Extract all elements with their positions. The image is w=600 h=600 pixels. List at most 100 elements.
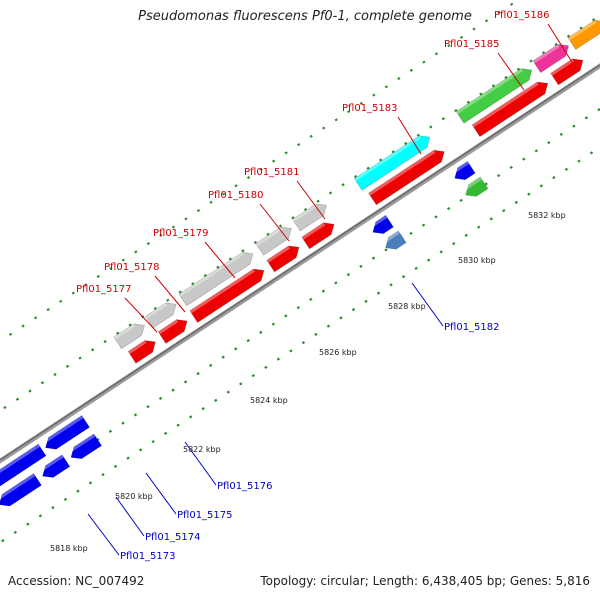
track-dot: [479, 92, 483, 96]
track-dot: [108, 429, 113, 433]
track-dot: [359, 264, 363, 268]
gene-highlight: [472, 82, 539, 128]
track-dot: [71, 291, 75, 295]
track-dot: [133, 413, 138, 417]
leader-line: [124, 297, 158, 333]
gene-label-reverse: Pfl01_5174: [145, 532, 201, 543]
track-dot: [15, 397, 20, 401]
track-dot: [209, 200, 213, 204]
track-dot: [259, 167, 263, 171]
track-dot: [259, 330, 263, 334]
track-dot: [309, 134, 313, 138]
track-dot: [221, 355, 225, 359]
track-dot: [429, 125, 433, 129]
gene-label-reverse: Pfl01_5175: [177, 510, 233, 521]
track-dot: [203, 273, 207, 278]
track-dot: [321, 289, 326, 293]
gene-highlight: [128, 340, 147, 354]
gene-feature: [301, 222, 335, 250]
leader-line: [154, 275, 186, 313]
gene-label-forward: Pfl01_5177: [76, 284, 132, 295]
track-dot: [353, 174, 358, 179]
track-dot: [189, 415, 193, 419]
gene-highlight: [41, 415, 84, 445]
track-dot: [322, 126, 326, 130]
gene-feature: [0, 443, 47, 487]
gene-feature: [42, 454, 71, 478]
gene-feature: [368, 149, 445, 206]
track-dot: [509, 165, 513, 169]
track-dot: [226, 390, 230, 394]
track-dot: [434, 52, 439, 56]
track-dot: [579, 26, 583, 30]
track-dot: [21, 324, 25, 328]
track-dot: [439, 250, 443, 254]
gene-highlight: [189, 269, 255, 314]
gene-highlight: [450, 161, 470, 175]
track-dot: [296, 306, 300, 310]
track-dot: [434, 215, 438, 219]
tick-label: 5832 kbp: [528, 211, 566, 220]
track-dot: [372, 93, 376, 97]
track-dot: [566, 34, 571, 38]
track-dot: [297, 142, 301, 147]
backbone-line: [0, 63, 600, 464]
gene-highlight: [456, 68, 523, 114]
track-dot: [271, 159, 276, 163]
track-dot: [53, 372, 57, 377]
accession-text: Accession: NC_007492: [8, 574, 145, 588]
track-dot: [366, 166, 370, 170]
leader-line: [87, 513, 120, 556]
gene-highlight: [255, 227, 283, 246]
track-dot: [326, 324, 331, 328]
gene-feature: [178, 251, 254, 307]
track-dot: [176, 423, 180, 427]
track-dot: [90, 348, 95, 352]
gene-feature: [145, 302, 177, 329]
gene-feature: [157, 319, 188, 344]
track-dot: [497, 10, 501, 15]
track-dot: [564, 167, 569, 171]
track-dot: [397, 76, 401, 81]
track-dot: [253, 240, 258, 245]
track-dot: [291, 216, 295, 220]
track-dot: [134, 250, 138, 254]
track-dot: [251, 373, 255, 378]
track-dot: [422, 60, 426, 64]
track-dot: [341, 183, 345, 187]
track-dot: [278, 224, 283, 228]
track-dot: [301, 340, 306, 345]
track-dot: [559, 132, 563, 136]
track-dot: [126, 456, 130, 460]
gene-feature: [532, 44, 569, 74]
track-dot: [146, 405, 150, 409]
track-dot: [171, 388, 175, 392]
track-dot: [404, 141, 408, 146]
track-dot: [384, 85, 388, 89]
leader-line: [259, 203, 290, 242]
track-dot: [591, 18, 596, 22]
gene-feature: [189, 268, 265, 323]
track-dot: [466, 100, 470, 104]
track-dot: [138, 448, 143, 452]
gene-feature: [113, 323, 145, 350]
track-dot: [78, 356, 82, 360]
track-dot: [153, 306, 157, 311]
gene-features: [0, 19, 600, 513]
gene-highlight: [533, 44, 560, 64]
gene-highlight: [381, 230, 400, 245]
track-dot: [84, 283, 88, 287]
track-dot: [577, 159, 581, 163]
track-dot: [371, 256, 376, 260]
map-title: Pseudomonas fluorescens Pf0-1, complete …: [138, 9, 472, 24]
track-dot: [391, 150, 395, 154]
track-dot: [364, 299, 368, 303]
track-dot: [426, 258, 431, 262]
gene-labels: Pfl01_5177 Pfl01_5178 Pfl01_5179 Pfl01_5180…: [76, 10, 550, 562]
gene-label-reverse: Pfl01_5182: [444, 322, 500, 333]
gene-highlight: [67, 433, 96, 454]
gene-feature: [372, 214, 394, 234]
track-dot: [489, 217, 493, 221]
track-dot: [477, 225, 481, 229]
genome-info-text: Topology: circular; Length: 6,438,405 bp…: [260, 574, 590, 588]
